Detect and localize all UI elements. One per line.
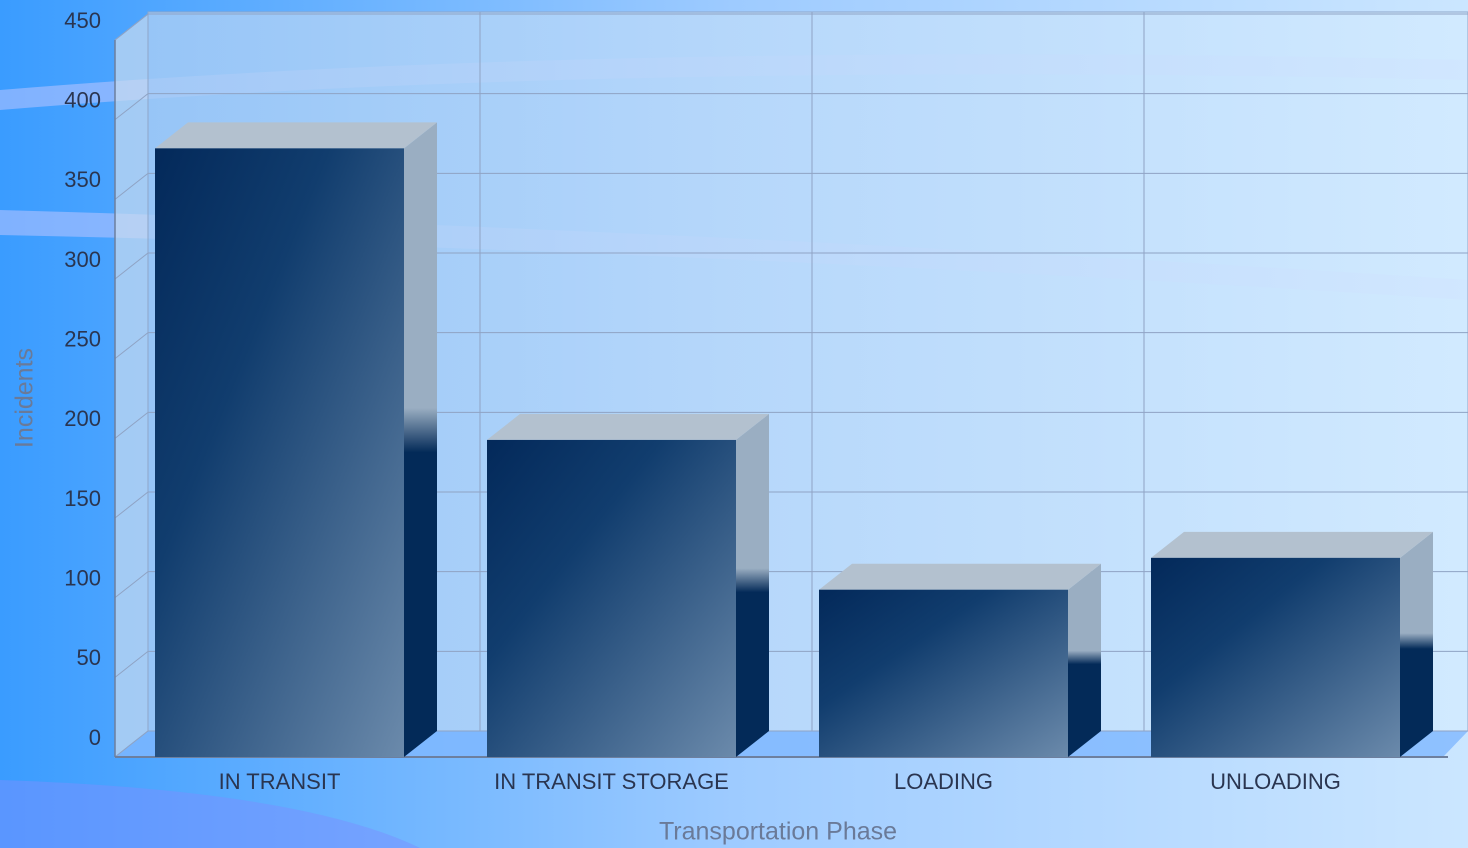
y-tick-label: 150 <box>64 486 101 511</box>
y-tick-label: 200 <box>64 406 101 431</box>
bar <box>487 439 736 757</box>
y-tick-label: 350 <box>64 167 101 192</box>
y-axis-title: Incidents <box>11 348 39 448</box>
grid-line <box>114 491 1468 519</box>
y-tick-label: 400 <box>64 87 101 112</box>
side-wall <box>114 12 149 759</box>
y-tick-label: 250 <box>64 326 101 351</box>
decor-band <box>0 780 420 848</box>
bar-top <box>1151 531 1433 558</box>
grid-line <box>114 411 1468 439</box>
grid-line <box>114 252 1468 280</box>
y-tick-label: 0 <box>89 725 101 750</box>
bar <box>819 589 1068 757</box>
x-axis-title: Transportation Phase <box>659 818 897 846</box>
bar-top <box>487 413 769 440</box>
bar-side <box>404 122 437 757</box>
x-tick-label: LOADING <box>894 769 993 794</box>
x-tick-label: IN TRANSIT <box>219 769 341 794</box>
bar-side <box>1400 531 1433 757</box>
bar-top <box>155 122 437 149</box>
grid-line <box>114 13 1468 41</box>
bar-top <box>819 563 1101 590</box>
bar-side <box>736 413 769 757</box>
y-tick-label: 450 <box>64 8 101 33</box>
plot: 0 50 100 150 200 250 300 350 400 450 IN TRANSIT IN … <box>64 8 1468 794</box>
bar <box>155 148 404 757</box>
grid-line <box>114 332 1468 360</box>
floor <box>115 731 1468 757</box>
x-tick-label: IN TRANSIT STORAGE <box>494 769 729 794</box>
grid-line <box>114 172 1468 200</box>
x-tick-label: UNLOADING <box>1210 769 1341 794</box>
grid-line <box>114 93 1468 121</box>
y-tick-label: 300 <box>64 247 101 272</box>
bar-side <box>1068 563 1101 757</box>
bar <box>1151 557 1400 757</box>
y-tick-label: 100 <box>64 565 101 590</box>
y-tick-label: 50 <box>77 645 101 670</box>
